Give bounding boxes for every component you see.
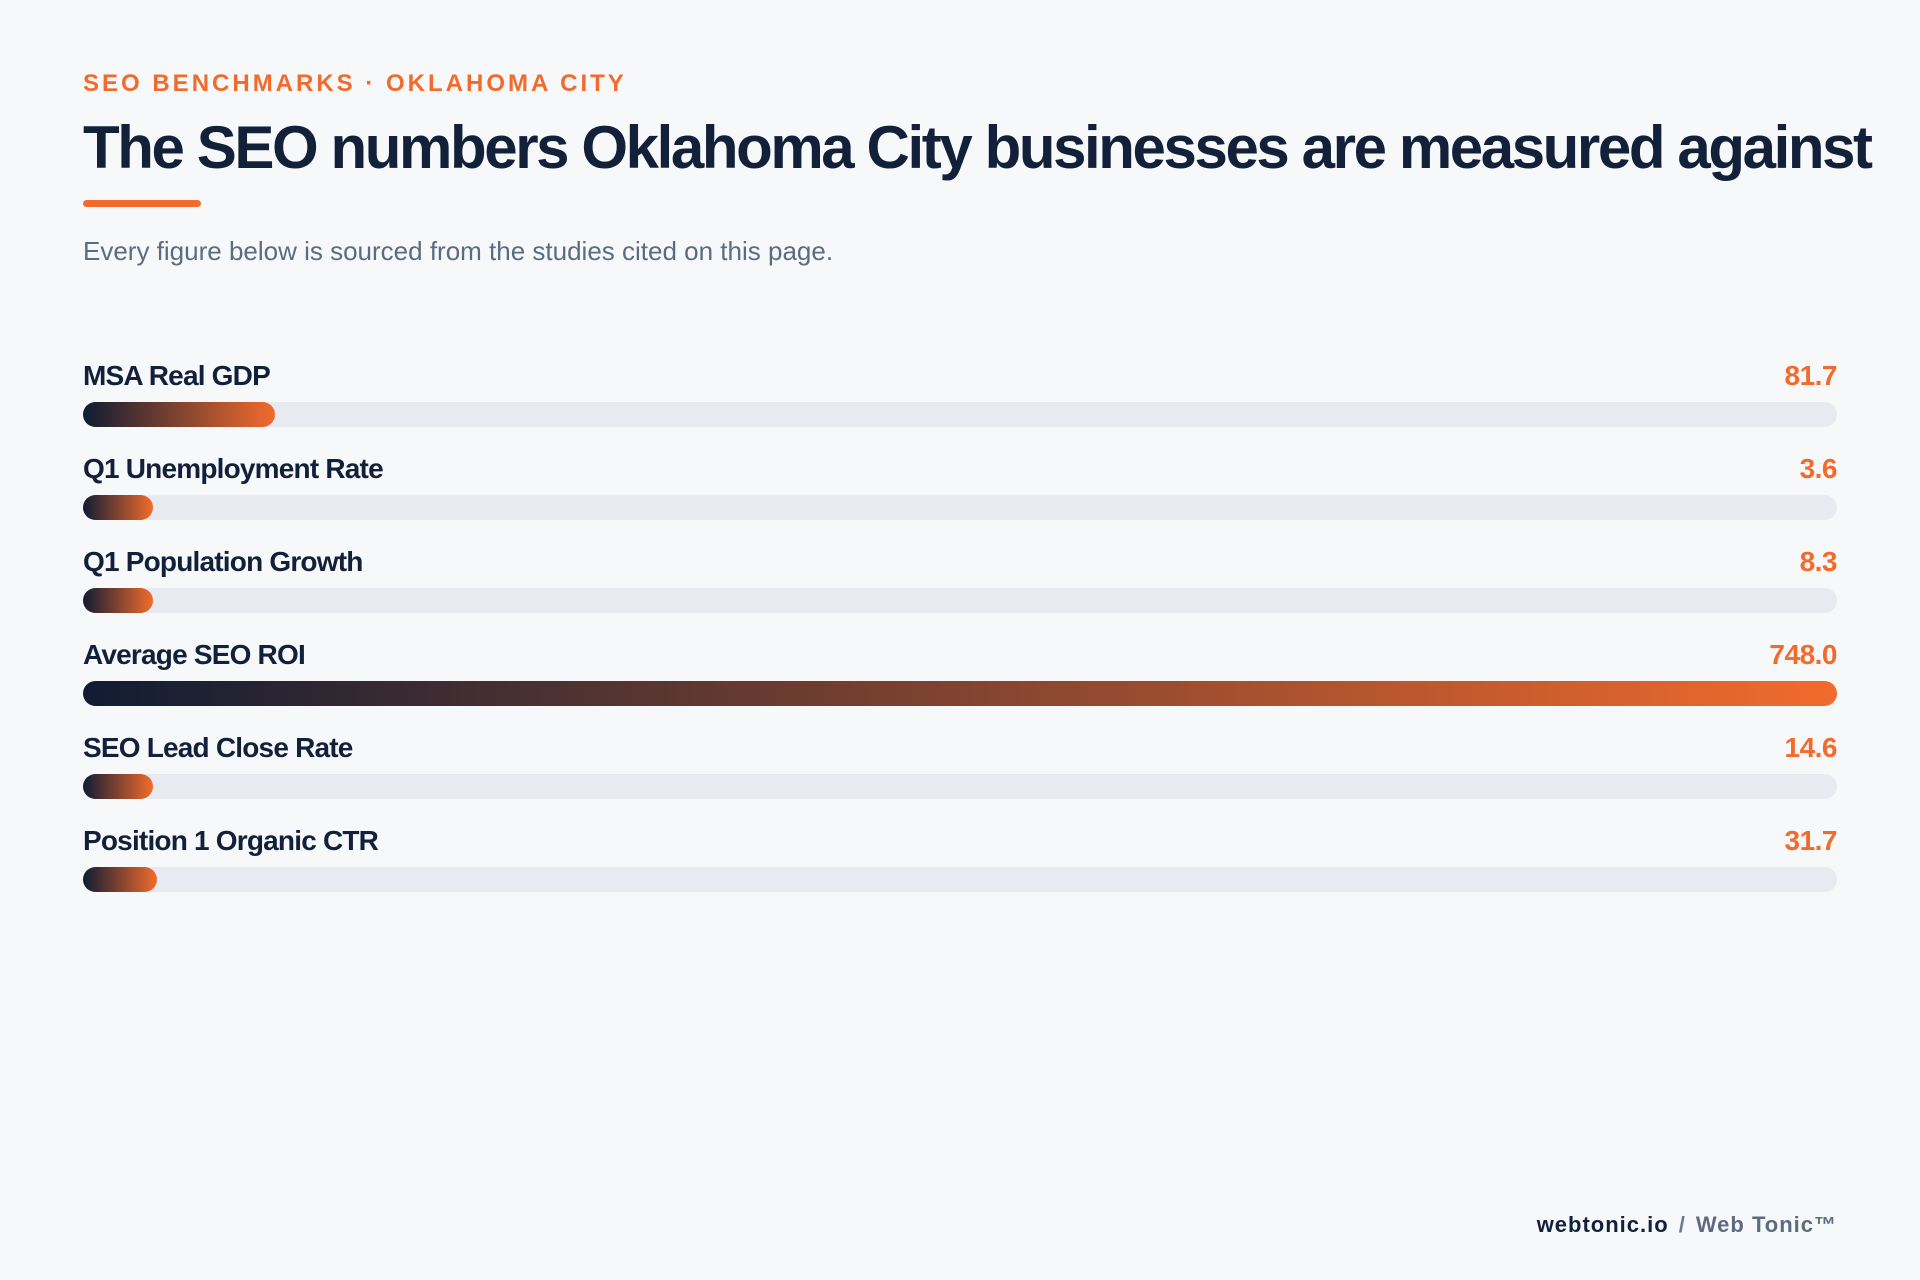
footer-credit: webtonic.io / Web Tonic™ [1537,1212,1837,1238]
bar-track [83,588,1837,613]
bar-value-label: 8.3 [1799,546,1838,577]
bar-fill [83,867,157,892]
bar-value-label: 31.7 [1784,825,1838,856]
bar-track [83,867,1837,892]
footer-domain[interactable]: webtonic.io [1536,1212,1669,1237]
bar-row: Q1 Population Growth 8.3 [83,542,1838,635]
bar-row: Q1 Unemployment Rate 3.6 [83,449,1838,542]
bar-label: Average SEO ROI [83,639,306,670]
footer-separator: / [1678,1212,1686,1237]
bar-label: MSA Real GDP [83,360,271,391]
accent-rule [83,200,201,207]
bar-value-label: 81.7 [1784,360,1838,391]
page-subtitle: Every figure below is sourced from the s… [83,236,834,266]
bar-value-label: 3.6 [1799,453,1838,484]
bar-track [83,681,1837,706]
bar-row: MSA Real GDP 81.7 [83,356,1837,449]
bar-fill [83,774,153,799]
bar-row: Position 1 Organic CTR 31.7 [83,821,1837,914]
bar-row: SEO Lead Close Rate 14.6 [83,728,1837,821]
bar-value-label: 748.0 [1769,639,1837,670]
infographic: SEO BENCHMARKS · OKLAHOMA CITY The SEO n… [83,0,1873,1280]
bar-fill [83,495,153,520]
bar-fill [83,588,153,613]
bar-track [83,495,1837,520]
eyebrow-label: SEO BENCHMARKS · OKLAHOMA CITY [83,70,627,97]
footer-brand: Web Tonic™ [1695,1212,1837,1237]
bar-row: Average SEO ROI 748.0 [83,635,1837,728]
benchmark-bar-chart: MSA Real GDP 81.7 Q1 Unemployment Rate 3.6 Q… [83,356,1838,914]
page-title: The SEO numbers Oklahoma City businesses… [83,114,1873,181]
bar-label: Q1 Unemployment Rate [83,453,384,484]
bar-track [83,402,1837,427]
bar-fill [83,681,1837,706]
bar-value-label: 14.6 [1784,732,1838,763]
bar-fill [83,402,275,427]
bar-label: SEO Lead Close Rate [83,732,353,763]
bar-label: Q1 Population Growth [83,546,363,577]
bar-track [83,774,1837,799]
bar-label: Position 1 Organic CTR [83,825,379,856]
